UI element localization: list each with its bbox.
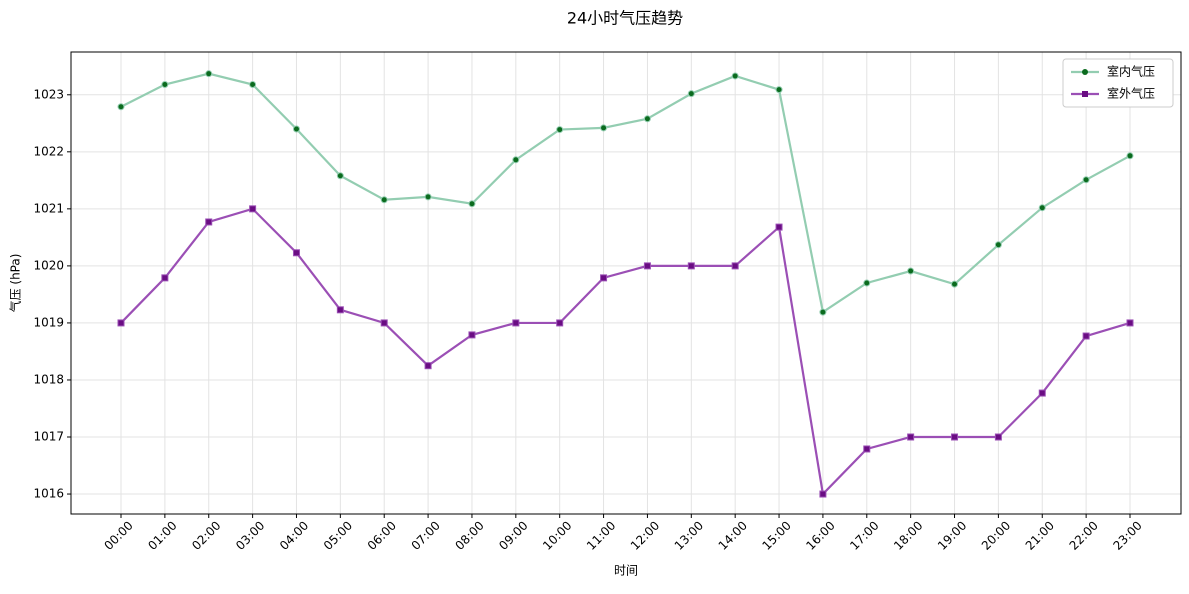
marker	[424, 193, 432, 201]
marker	[863, 279, 871, 287]
x-tick-label: 14:00	[716, 518, 750, 552]
y-tick-label: 1019	[33, 315, 64, 329]
marker	[117, 103, 125, 111]
x-tick-label: 22:00	[1067, 518, 1101, 552]
marker	[380, 319, 388, 327]
x-tick-label: 07:00	[409, 518, 443, 552]
x-tick-label: 08:00	[452, 518, 486, 552]
legend-marker	[1082, 91, 1088, 97]
marker	[249, 205, 257, 213]
marker	[512, 319, 520, 327]
x-tick-label: 21:00	[1023, 518, 1057, 552]
marker	[819, 308, 827, 316]
marker	[600, 274, 608, 282]
marker	[512, 156, 520, 164]
marker	[687, 262, 695, 270]
marker	[468, 331, 476, 339]
y-axis-label: 气压 (hPa)	[8, 254, 23, 313]
chart-title: 24小时气压趋势	[567, 9, 683, 28]
y-tick-label: 1023	[33, 87, 64, 101]
y-tick-label: 1017	[33, 430, 64, 444]
marker	[731, 262, 739, 270]
legend-label: 室外气压	[1107, 86, 1155, 101]
x-tick-label: 01:00	[145, 518, 179, 552]
x-tick-label: 06:00	[365, 518, 399, 552]
x-tick-label: 11:00	[584, 518, 618, 552]
marker	[643, 262, 651, 270]
marker	[161, 81, 169, 89]
y-tick-label: 1022	[33, 144, 64, 158]
x-tick-label: 09:00	[496, 518, 530, 552]
x-tick-label: 16:00	[803, 518, 837, 552]
marker	[819, 490, 827, 498]
marker	[775, 223, 783, 231]
plot-frame	[70, 51, 1182, 515]
x-tick-label: 04:00	[277, 518, 311, 552]
marker	[994, 433, 1002, 441]
marker	[161, 274, 169, 282]
x-tick-label: 17:00	[847, 518, 881, 552]
x-tick-label: 12:00	[628, 518, 662, 552]
marker	[907, 433, 915, 441]
marker	[117, 319, 125, 327]
marker	[600, 124, 608, 132]
marker	[1082, 176, 1090, 184]
marker	[951, 433, 959, 441]
marker	[424, 362, 432, 370]
marker	[556, 126, 564, 134]
marker	[643, 115, 651, 123]
x-tick-label: 02:00	[189, 518, 223, 552]
marker	[205, 218, 213, 226]
y-tick-label: 1021	[33, 201, 64, 215]
y-tick-label: 1018	[33, 372, 64, 386]
marker	[1082, 332, 1090, 340]
marker	[863, 445, 871, 453]
marker	[687, 90, 695, 98]
marker	[249, 81, 257, 89]
marker	[336, 306, 344, 314]
x-tick-label: 23:00	[1110, 518, 1144, 552]
marker	[556, 319, 564, 327]
marker	[1038, 204, 1046, 212]
x-tick-label: 05:00	[321, 518, 355, 552]
line	[120, 207, 1131, 497]
y-tick-label: 1020	[33, 258, 64, 272]
marker	[292, 249, 300, 257]
x-tick-label: 19:00	[935, 518, 969, 552]
x-tick-label: 13:00	[672, 518, 706, 552]
marker	[775, 86, 783, 94]
marker	[1126, 319, 1134, 327]
marker	[731, 72, 739, 80]
line	[120, 72, 1131, 314]
marker	[292, 125, 300, 133]
x-tick-label: 18:00	[891, 518, 925, 552]
x-tick-label: 00:00	[101, 518, 135, 552]
y-tick-label: 1016	[33, 487, 64, 501]
marker	[336, 172, 344, 180]
marker	[468, 200, 476, 208]
x-tick-label: 03:00	[233, 518, 267, 552]
marker	[951, 280, 959, 288]
legend-marker	[1082, 69, 1088, 75]
marker	[1126, 152, 1134, 160]
marker	[1038, 389, 1046, 397]
x-tick-label: 10:00	[540, 518, 574, 552]
marker	[994, 241, 1002, 249]
marker	[907, 267, 915, 275]
marker	[380, 196, 388, 204]
legend-label: 室内气压	[1107, 64, 1155, 79]
x-tick-label: 20:00	[979, 518, 1013, 552]
x-axis-label: 时间	[614, 564, 638, 578]
marker	[205, 70, 213, 78]
x-tick-label: 15:00	[760, 518, 794, 552]
